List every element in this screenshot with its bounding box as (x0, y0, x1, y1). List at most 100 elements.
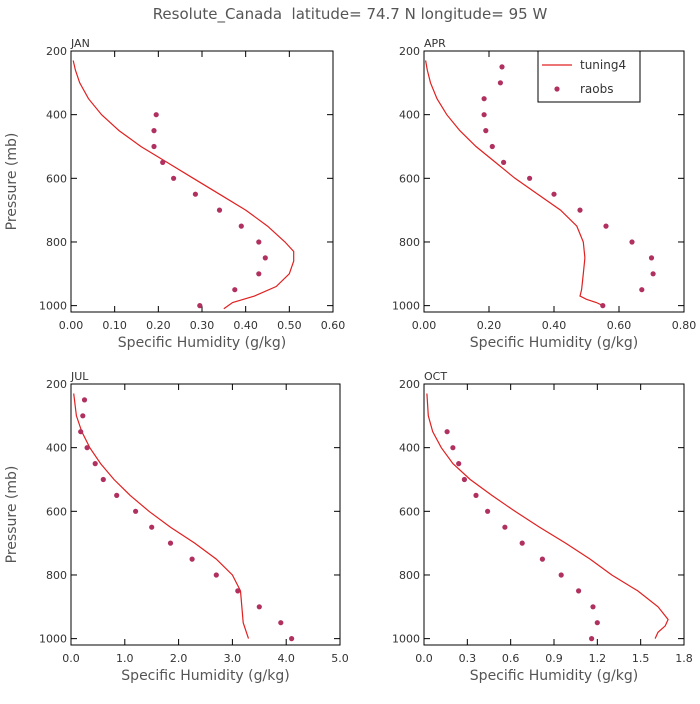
y-tick-label: 200 (399, 378, 420, 391)
series-point-raobs (192, 191, 198, 197)
y-tick-label: 400 (399, 442, 420, 455)
series-point-raobs (216, 207, 223, 213)
series-point-raobs (589, 636, 595, 642)
series-point-raobs (167, 540, 174, 546)
y-tick-label: 1000 (39, 633, 67, 646)
series-point-raobs (256, 271, 262, 277)
series-point-raobs (160, 159, 166, 165)
y-tick-label: 600 (46, 505, 67, 518)
series-point-raobs (151, 128, 157, 134)
series-point-raobs (84, 445, 90, 451)
series-point-raobs (133, 508, 139, 514)
x-tick-label: 1.8 (675, 652, 693, 665)
x-tick-label: 1.0 (116, 652, 134, 665)
series-point-raobs (501, 159, 507, 165)
plot-frame (70, 50, 334, 313)
panel-label: JUL (70, 370, 89, 383)
x-axis-title: Specific Humidity (g/kg) (118, 335, 286, 351)
series-point-raobs (213, 572, 219, 578)
panel-oct: OCT 0.0 0.3 0.6 0.9 1.2 1.5 1.8 200 400 600 800 1000… (392, 370, 693, 684)
series-point-raobs (461, 476, 467, 483)
y-tick-label: 800 (46, 236, 67, 249)
x-tick-label: 0.20 (477, 319, 502, 332)
series-point-raobs (232, 287, 238, 293)
y-tick-label: 1000 (39, 300, 67, 313)
series-line-tuning4 (72, 60, 295, 310)
series-point-raobs (197, 303, 203, 309)
series-point-raobs (114, 492, 120, 498)
series-point-raobs (450, 445, 456, 451)
legend-box (537, 50, 641, 103)
x-tick-label: 0.20 (146, 319, 171, 332)
legend-label-model: tuning4 (580, 58, 626, 72)
series-point-raobs (483, 128, 489, 134)
series-line-tuning4 (425, 60, 604, 307)
series-point-raobs (481, 112, 487, 118)
x-tick-label: 0.00 (59, 319, 84, 332)
x-tick-label: 0.0 (415, 652, 433, 665)
panel-apr: APR 0.00 0.20 0.40 0.60 0.80 200 400 600 800 1000 S… (392, 37, 696, 351)
series-point-raobs (629, 239, 635, 245)
x-tick-label: 0.00 (412, 319, 437, 332)
series-point-raobs (499, 64, 505, 70)
y-tick-label: 600 (46, 172, 67, 185)
y-axis-title: Pressure (mb) (4, 466, 20, 564)
y-tick-label: 800 (46, 569, 67, 582)
series-point-raobs (149, 524, 155, 530)
x-axis-title: Specific Humidity (g/kg) (470, 335, 638, 351)
series-point-raobs (539, 556, 546, 562)
x-tick-label: 4.0 (277, 652, 295, 665)
series-line-tuning4 (426, 393, 669, 639)
y-tick-label: 800 (399, 569, 420, 582)
series-point-raobs (594, 620, 600, 626)
series-line-tuning4 (73, 393, 250, 639)
y-tick-label: 600 (399, 505, 420, 518)
series-point-raobs (238, 223, 244, 229)
plot-frame (70, 383, 341, 646)
x-tick-label: 0.50 (277, 319, 302, 332)
x-tick-label: 0.60 (321, 319, 346, 332)
y-tick-label: 200 (46, 378, 67, 391)
x-tick-label: 0.6 (502, 652, 520, 665)
x-tick-label: 0.40 (233, 319, 258, 332)
series-point-raobs (502, 524, 508, 530)
series-point-raobs (444, 429, 450, 435)
x-tick-label: 0.40 (542, 319, 567, 332)
x-tick-label: 0.0 (62, 652, 80, 665)
y-tick-label: 200 (46, 45, 67, 58)
series-point-raobs (577, 207, 583, 213)
panel-label: OCT (424, 370, 447, 383)
legend-point-swatch (554, 86, 560, 92)
x-axis-title: Specific Humidity (g/kg) (121, 668, 289, 684)
series-point-raobs (278, 620, 284, 626)
legend: tuning4 raobs (537, 50, 641, 103)
y-axis-title: Pressure (mb) (4, 133, 20, 231)
x-tick-label: 0.3 (459, 652, 477, 665)
x-axis-title: Specific Humidity (g/kg) (470, 668, 638, 684)
series-point-raobs (256, 239, 262, 245)
x-tick-label: 2.0 (170, 652, 188, 665)
panel-jul: JUL 0.0 1.0 2.0 3.0 4.0 5.0 200 400 600 800 1000 Spe… (4, 370, 349, 684)
series-point-raobs (78, 429, 84, 435)
series-point-raobs (485, 508, 491, 514)
series-point-raobs (481, 96, 487, 102)
series-point-raobs (171, 175, 177, 181)
series-point-raobs (603, 223, 609, 229)
series-point-raobs (551, 191, 557, 197)
panel-jan: JAN 0.00 0.10 0.20 0.30 0.40 0.50 0.60 200 400 600… (4, 37, 345, 351)
series-point-raobs (590, 604, 596, 610)
series-point-raobs (289, 636, 295, 642)
series-point-raobs (153, 112, 159, 118)
series-point-raobs (151, 143, 157, 150)
series-point-raobs (92, 461, 98, 467)
x-tick-label: 0.60 (607, 319, 632, 332)
series-point-raobs (639, 287, 645, 293)
panel-label: APR (424, 37, 446, 50)
series-point-raobs (100, 476, 106, 483)
y-tick-label: 1000 (392, 633, 420, 646)
series-point-raobs (456, 461, 462, 467)
y-tick-label: 400 (46, 109, 67, 122)
y-tick-label: 400 (399, 109, 420, 122)
